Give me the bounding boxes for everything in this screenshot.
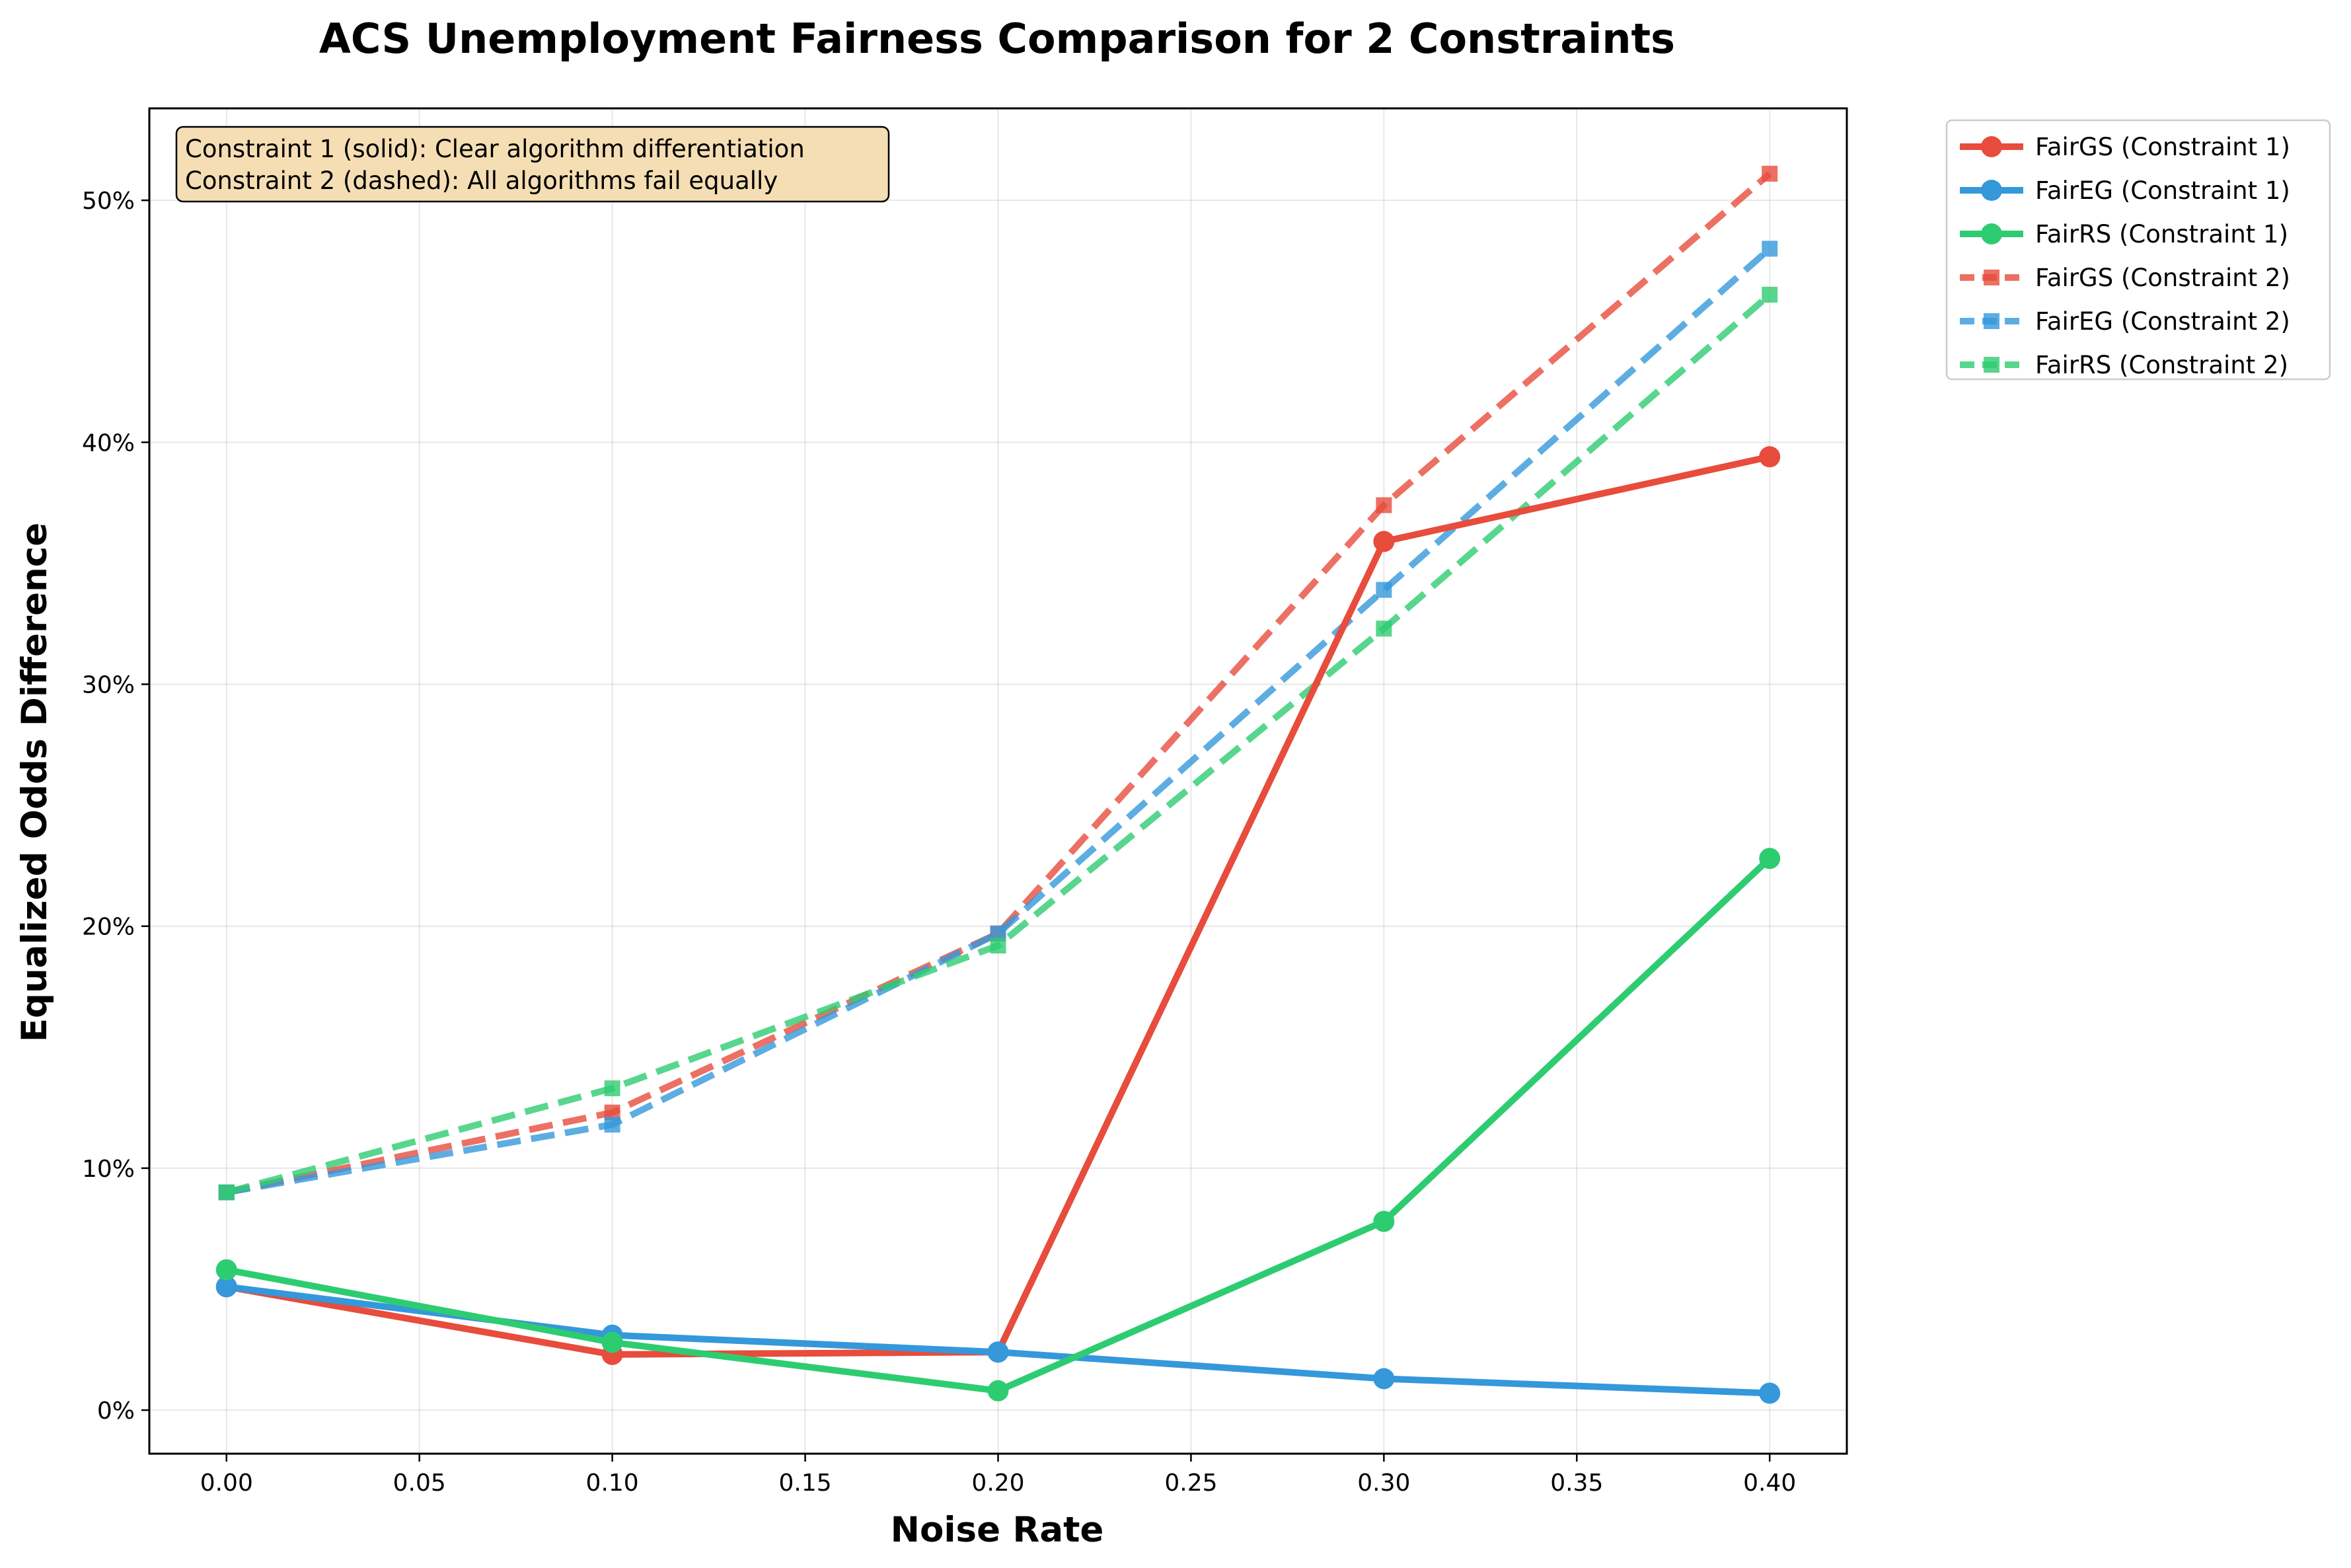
data-point (1373, 1368, 1395, 1390)
x-tick-label: 0.35 (1550, 1470, 1603, 1497)
data-point (601, 1331, 623, 1353)
data-point (1762, 241, 1778, 257)
series-5 (218, 286, 1778, 1201)
annotation-box: Constraint 1 (solid): Clear algorithm di… (175, 126, 890, 203)
legend-entry: FairRS (Constraint 2) (1960, 351, 2288, 379)
data-point (1759, 1382, 1781, 1404)
x-tick-label: 0.15 (778, 1470, 831, 1497)
data-point (1376, 581, 1392, 598)
annotation-background (175, 126, 890, 203)
y-tick-label: 30% (82, 672, 135, 699)
data-point (987, 1341, 1009, 1363)
x-tick-label: 0.05 (393, 1470, 446, 1497)
legend-marker (1984, 270, 1999, 285)
legend-entry: FairGS (Constraint 2) (1960, 264, 2290, 292)
x-tick-label: 0.25 (1164, 1470, 1217, 1497)
annotation-line-2: Constraint 2 (dashed): All algorithms fa… (185, 167, 778, 195)
legend-entry: FairEG (Constraint 1) (1960, 176, 2290, 205)
legend-entry: FairGS (Constraint 1) (1960, 133, 2290, 161)
series-line (225, 246, 1772, 1196)
y-tick-label: 40% (82, 429, 135, 457)
legend-label: FairRS (Constraint 2) (2035, 351, 2288, 379)
series-2 (215, 848, 1781, 1401)
chart-title: ACS Unemployment Fairness Comparison for… (319, 15, 1675, 63)
data-point (1373, 531, 1395, 552)
legend-marker (1981, 136, 2002, 157)
legend-label: FairGS (Constraint 2) (2035, 264, 2290, 292)
x-tick-label: 0.10 (586, 1470, 639, 1497)
data-point (990, 938, 1006, 954)
legend-label: FairEG (Constraint 1) (2035, 176, 2290, 205)
y-tick-label: 10% (82, 1156, 135, 1183)
data-point (218, 1184, 235, 1201)
x-tick-label: 0.00 (200, 1470, 253, 1497)
y-axis-title: Equalized Odds Difference (15, 523, 55, 1042)
legend-marker (1984, 313, 1999, 329)
x-tick-label: 0.20 (971, 1470, 1024, 1497)
data-point (215, 1259, 237, 1281)
x-axis-title: Noise Rate (891, 1510, 1104, 1550)
legend-entries: FairGS (Constraint 1) FairEG (Constraint … (1960, 133, 2290, 379)
data-point (987, 1380, 1009, 1401)
legend-marker (1981, 223, 2002, 244)
legend-label: FairGS (Constraint 1) (2035, 133, 2290, 161)
x-axis-ticks: 0.00 0.05 0.10 0.15 0.20 0.25 0.30 0.35 0.40 (200, 1454, 1796, 1497)
x-tick-label: 0.40 (1743, 1470, 1796, 1497)
data-point (1762, 286, 1778, 303)
legend-entry: FairEG (Constraint 2) (1960, 307, 2290, 336)
data-point (1759, 446, 1781, 468)
data-point (604, 1080, 620, 1097)
y-tick-label: 20% (82, 914, 135, 941)
legend-frame (1945, 119, 2331, 381)
legend-marker (1981, 180, 2002, 201)
data-point (215, 1276, 237, 1298)
legend-marker (1984, 357, 1999, 373)
data-point (1373, 1211, 1395, 1232)
legend-label: FairEG (Constraint 2) (2035, 307, 2290, 336)
legend: FairGS (Constraint 1) FairEG (Constraint … (1945, 119, 2331, 381)
legend-label: FairRS (Constraint 1) (2035, 220, 2288, 248)
y-axis-ticks: 0% 10% 20% 30% 40% 50% (82, 188, 149, 1425)
annotation-line-1: Constraint 1 (solid): Clear algorithm di… (185, 135, 805, 163)
grid-lines (149, 108, 1847, 1454)
data-point (1376, 620, 1392, 637)
x-tick-label: 0.30 (1357, 1470, 1410, 1497)
series-line (225, 171, 1772, 1196)
data-point (1376, 497, 1392, 513)
series-group (215, 165, 1781, 1404)
data-point (604, 1116, 620, 1133)
data-point (1759, 848, 1781, 870)
legend-entry: FairRS (Constraint 1) (1960, 220, 2288, 248)
data-point (1762, 165, 1778, 182)
y-tick-label: 0% (97, 1398, 135, 1425)
y-tick-label: 50% (82, 188, 135, 215)
